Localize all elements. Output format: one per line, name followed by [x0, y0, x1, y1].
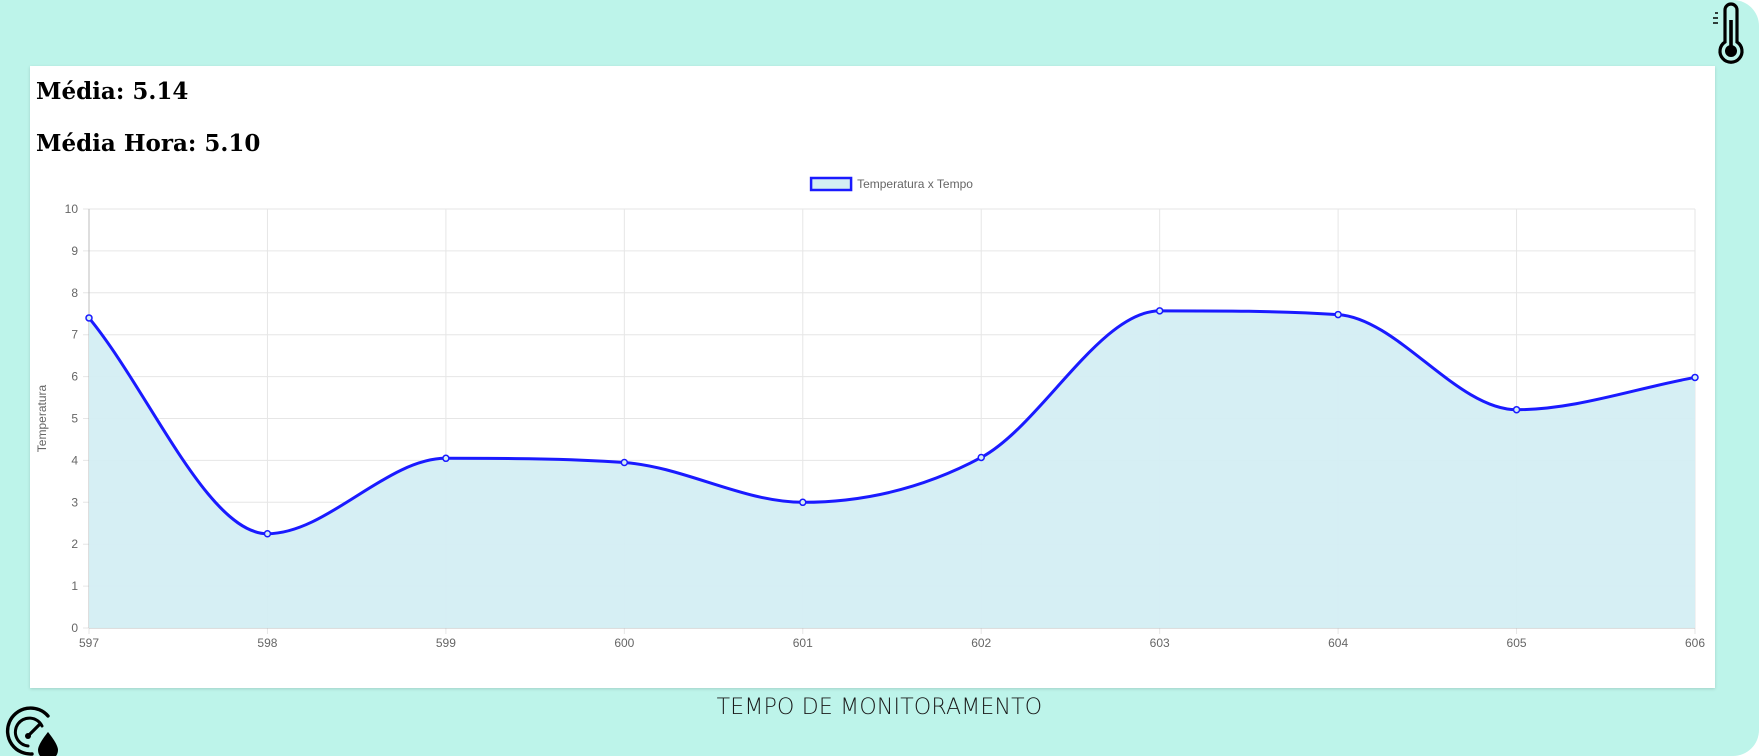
- y-tick-label: 5: [71, 412, 78, 426]
- y-tick-label: 1: [71, 579, 78, 593]
- x-tick-label: 598: [257, 636, 277, 650]
- data-point: [1334, 310, 1342, 319]
- x-tick-label: 599: [436, 636, 456, 650]
- media-hora-label: Média Hora:: [36, 130, 197, 157]
- data-point: [85, 314, 93, 322]
- media-label: Média:: [36, 78, 125, 105]
- data-point: [263, 529, 272, 538]
- x-tick-label: 601: [793, 636, 813, 650]
- gauge-drop-icon: [5, 706, 58, 756]
- data-point: [799, 498, 807, 507]
- chart-card: Média: 5.14 Média Hora: 5.10 0 1 2 3 4 5 6 7 8 9 10 5…: [30, 66, 1715, 688]
- y-tick-label: 3: [71, 495, 78, 509]
- x-tick-label: 606: [1685, 636, 1705, 650]
- media-stat: Média: 5.14: [36, 78, 188, 105]
- y-tick-label: 10: [65, 202, 79, 216]
- data-point: [620, 458, 629, 467]
- media-hora-value: 5.10: [204, 130, 261, 157]
- x-tick-label: 597: [79, 636, 99, 650]
- legend-label: Temperatura x Tempo: [857, 177, 973, 191]
- y-tick-label: 8: [71, 286, 78, 300]
- thermometer-icon: [1713, 2, 1744, 64]
- x-tick-label: 603: [1150, 636, 1170, 650]
- x-axis-title: TEMPO DE MONITORAMENTO: [716, 695, 1043, 720]
- x-tick-label: 605: [1507, 636, 1527, 650]
- data-point: [1155, 307, 1164, 315]
- y-tick-label: 0: [71, 621, 78, 635]
- series-line: [87, 309, 1696, 536]
- temperature-line-chart: 0 1 2 3 4 5 6 7 8 9 10 597 598 599 600 601 602 603 604 605 6…: [35, 176, 1705, 650]
- y-tick-label: 7: [71, 328, 78, 342]
- x-tick-label: 602: [971, 636, 991, 650]
- y-tick-label: 4: [71, 453, 78, 467]
- y-tick-label: 9: [71, 244, 78, 258]
- media-value: 5.14: [132, 78, 189, 105]
- y-tick-label: 6: [71, 370, 78, 384]
- series-area-fill: [89, 310, 1695, 628]
- legend-swatch: [809, 176, 853, 192]
- media-hora-stat: Média Hora: 5.10: [36, 130, 260, 157]
- data-point: [977, 453, 985, 462]
- data-point: [442, 454, 450, 463]
- y-tick-label: 2: [71, 537, 78, 551]
- data-point: [1512, 405, 1521, 414]
- x-tick-label: 600: [614, 636, 634, 650]
- x-tick-label: 604: [1328, 636, 1348, 650]
- y-axis-title: Temperatura: [35, 384, 49, 452]
- data-point: [1691, 373, 1699, 382]
